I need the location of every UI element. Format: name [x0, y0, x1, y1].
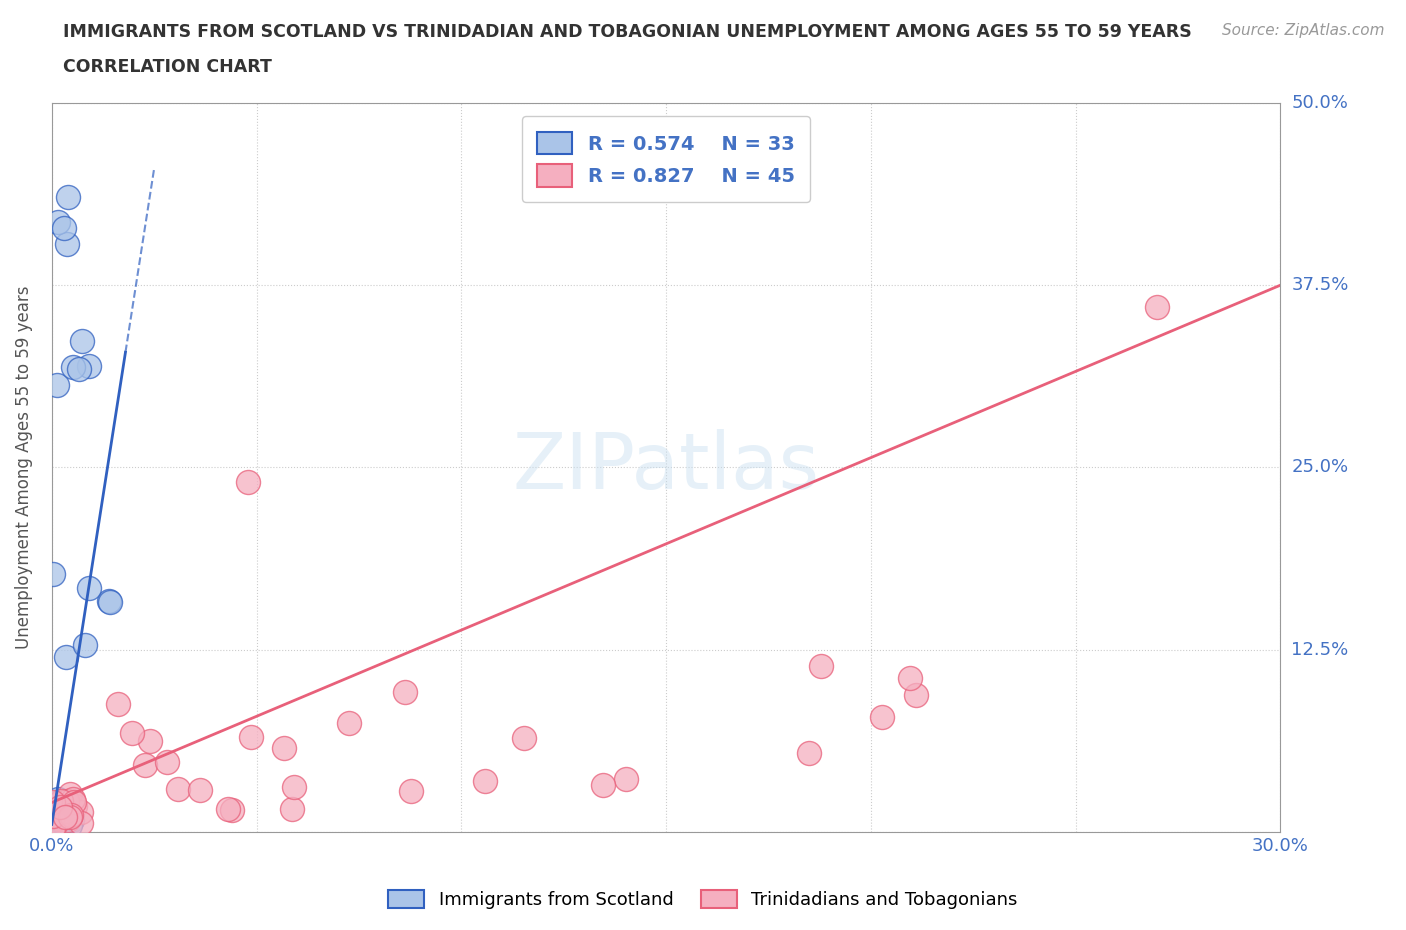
Point [55, 804, 77, 818]
Point [59, 787, 82, 802]
Point [59, 817, 82, 832]
Point [55, 793, 77, 808]
Point [46, 791, 69, 806]
Point [49, 794, 72, 809]
Text: 50.0%: 50.0% [1292, 94, 1348, 112]
Point [221, 803, 243, 817]
Point [139, 734, 162, 749]
Point [77, 581, 100, 596]
Point [98, 595, 121, 610]
Point [77, 358, 100, 373]
Point [49, 799, 72, 814]
Point [41, 795, 63, 810]
Point [72, 333, 94, 348]
Point [42, 566, 65, 581]
Point [51, 812, 73, 827]
Point [45, 816, 67, 830]
Point [394, 684, 416, 699]
Point [60, 808, 83, 823]
Y-axis label: Unemployment Among Ages 55 to 59 years: Unemployment Among Ages 55 to 59 years [15, 286, 32, 649]
Point [190, 783, 212, 798]
Point [401, 783, 423, 798]
Point [167, 781, 190, 796]
Point [51, 814, 73, 829]
Point [42, 808, 65, 823]
Point [56, 811, 79, 826]
Point [283, 780, 305, 795]
Point [67, 361, 90, 376]
Point [134, 758, 156, 773]
Point [63, 799, 86, 814]
Point [45, 797, 67, 812]
Point [239, 729, 262, 744]
Point [49, 793, 72, 808]
Point [513, 731, 536, 746]
Point [1146, 299, 1168, 314]
Point [48, 798, 70, 813]
Point [217, 802, 239, 817]
Point [56, 237, 79, 252]
Point [799, 746, 821, 761]
Point [810, 659, 832, 674]
Point [49, 809, 72, 824]
Point [872, 710, 894, 724]
Point [592, 777, 614, 792]
Legend: Immigrants from Scotland, Trinidadians and Tobagonians: Immigrants from Scotland, Trinidadians a… [381, 883, 1025, 916]
Point [59, 809, 82, 824]
Point [46, 378, 69, 392]
Point [42, 807, 65, 822]
Point [56, 190, 79, 205]
Legend: R = 0.574    N = 33, R = 0.827    N = 45: R = 0.574 N = 33, R = 0.827 N = 45 [522, 116, 810, 202]
Point [42, 809, 65, 824]
Point [273, 740, 295, 755]
Point [614, 772, 637, 787]
Point [70, 816, 93, 830]
Point [55, 649, 77, 664]
Point [55, 811, 77, 826]
Text: IMMIGRANTS FROM SCOTLAND VS TRINIDADIAN AND TOBAGONIAN UNEMPLOYMENT AMONG AGES 5: IMMIGRANTS FROM SCOTLAND VS TRINIDADIAN … [63, 23, 1192, 41]
Text: Source: ZipAtlas.com: Source: ZipAtlas.com [1222, 23, 1385, 38]
Point [281, 802, 304, 817]
Point [58, 807, 80, 822]
Text: ZIPatlas: ZIPatlas [513, 430, 820, 505]
Point [70, 804, 93, 819]
Point [48, 214, 70, 229]
Point [60, 813, 83, 828]
Point [52, 804, 75, 818]
Point [48, 802, 70, 817]
Point [97, 593, 120, 608]
Point [51, 801, 73, 816]
Point [238, 474, 260, 489]
Point [46, 811, 69, 826]
Point [156, 754, 179, 769]
Point [62, 791, 84, 806]
Point [337, 716, 360, 731]
Point [55, 796, 77, 811]
Point [121, 725, 143, 740]
Text: 25.0%: 25.0% [1292, 458, 1348, 476]
Point [63, 794, 86, 809]
Text: 37.5%: 37.5% [1292, 276, 1348, 294]
Point [474, 773, 496, 788]
Point [42, 820, 65, 835]
Point [58, 812, 80, 827]
Point [898, 671, 921, 685]
Point [42, 808, 65, 823]
Text: CORRELATION CHART: CORRELATION CHART [63, 58, 273, 75]
Point [53, 810, 76, 825]
Point [107, 697, 129, 711]
Point [52, 220, 75, 235]
Text: 12.5%: 12.5% [1292, 641, 1348, 658]
Point [75, 637, 97, 652]
Point [62, 360, 84, 375]
Point [904, 688, 927, 703]
